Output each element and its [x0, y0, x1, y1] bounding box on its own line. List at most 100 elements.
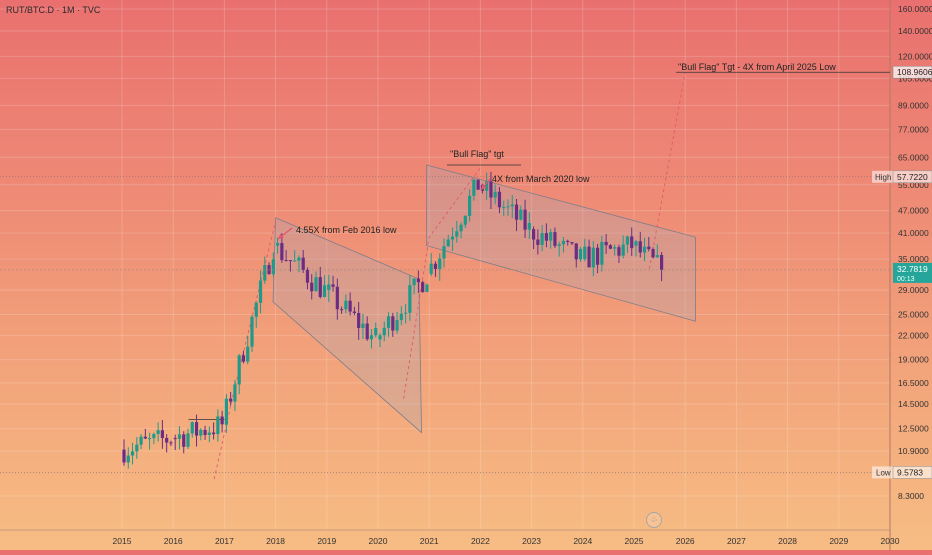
- candle: [587, 246, 591, 268]
- candle: [297, 257, 301, 261]
- x-tick-label: 2022: [471, 536, 490, 546]
- x-tick-label: 2030: [881, 536, 900, 546]
- x-tick-label: 2019: [317, 536, 336, 546]
- candle: [224, 398, 228, 425]
- x-tick-label: 2027: [727, 536, 746, 546]
- y-tick-label: 19.0000: [898, 355, 929, 365]
- candle: [557, 244, 561, 246]
- candle: [327, 284, 331, 291]
- candle: [152, 434, 156, 439]
- y-tick-label: 25.0000: [898, 310, 929, 320]
- low-tag-label: Low: [876, 468, 891, 477]
- candle: [386, 316, 391, 328]
- candle: [130, 451, 135, 456]
- candle: [139, 436, 143, 445]
- channel-2018-2020: [272, 217, 422, 434]
- x-tick-label: 2028: [778, 536, 797, 546]
- y-tick-label: 16.5000: [898, 378, 929, 388]
- candle: [613, 247, 617, 249]
- y-tick-label: 14.5000: [898, 399, 929, 409]
- candle: [126, 455, 130, 463]
- annotation-2020-low: 4X from March 2020 low: [492, 174, 590, 184]
- candle: [630, 236, 634, 249]
- y-tick-label: 29.0000: [898, 285, 929, 295]
- candle: [655, 255, 659, 258]
- x-tick-label: 2017: [215, 536, 234, 546]
- y-tick-label: 35.0000: [898, 254, 929, 264]
- candle: [165, 437, 169, 443]
- candle: [446, 239, 450, 247]
- candle: [523, 209, 527, 230]
- candle: [493, 191, 497, 198]
- candle: [280, 243, 284, 261]
- candle: [625, 236, 630, 245]
- candle: [254, 302, 258, 317]
- candle: [220, 416, 224, 425]
- candle: [203, 429, 207, 435]
- candle: [647, 246, 651, 250]
- y-tick-label: 47.0000: [898, 206, 929, 216]
- low-badge-label: 9.5783: [897, 467, 923, 477]
- candle: [331, 284, 335, 287]
- candle: [506, 206, 510, 208]
- candle: [399, 313, 403, 321]
- y-tick-label: 22.0000: [898, 331, 929, 341]
- candle: [510, 204, 514, 207]
- candle: [450, 236, 455, 240]
- candle: [608, 245, 612, 249]
- candle: [651, 249, 655, 258]
- low-badge: [892, 466, 932, 479]
- candle: [233, 384, 237, 402]
- low-tag-bg: [872, 466, 893, 479]
- candle: [604, 241, 608, 246]
- y-tick-label: 140.0000: [898, 26, 932, 36]
- trend-channels: [272, 164, 696, 434]
- candle: [357, 312, 361, 328]
- candle: [553, 232, 557, 246]
- candle: [122, 449, 126, 463]
- candle: [276, 243, 280, 246]
- x-tick-label: 2024: [573, 536, 592, 546]
- candle: [263, 265, 267, 281]
- y-tick-label: 41.0000: [898, 228, 929, 238]
- candle: [250, 316, 254, 347]
- candle: [540, 233, 544, 245]
- chart-title: RUT/BTC.D · 1M · TVC: [6, 5, 101, 15]
- candle: [408, 285, 412, 313]
- candle: [463, 215, 467, 225]
- candle: [549, 232, 553, 241]
- last-price-countdown: 00:13: [897, 276, 915, 283]
- x-tick-label: 2018: [266, 536, 285, 546]
- target-badge: [892, 65, 932, 79]
- candle: [497, 191, 502, 208]
- candle: [642, 246, 647, 253]
- y-tick-label: 10.9000: [898, 446, 929, 456]
- candle: [190, 422, 194, 434]
- candle: [536, 239, 540, 245]
- candle: [489, 181, 493, 198]
- candle: [186, 433, 190, 447]
- candle: [578, 248, 583, 260]
- candle: [156, 430, 160, 435]
- candle: [574, 243, 578, 260]
- candle: [485, 181, 489, 191]
- x-tick-label: 2023: [522, 536, 541, 546]
- arrow-2018-head: [278, 233, 284, 239]
- high-badge-label: 57.7220: [897, 172, 928, 182]
- candle: [310, 282, 314, 292]
- candle: [412, 278, 416, 286]
- last-price-badge: [893, 262, 932, 283]
- high-tag-label: High: [875, 173, 891, 182]
- arrow-2022-head: [481, 184, 487, 190]
- candle: [301, 257, 305, 270]
- candle: [519, 209, 523, 220]
- candle: [335, 286, 339, 310]
- candle: [194, 422, 199, 436]
- annotation-bull-flag: "Bull Flag" tgt: [450, 149, 504, 159]
- candle: [532, 229, 536, 240]
- candle: [442, 246, 446, 259]
- candle: [634, 241, 638, 246]
- candle: [241, 355, 246, 362]
